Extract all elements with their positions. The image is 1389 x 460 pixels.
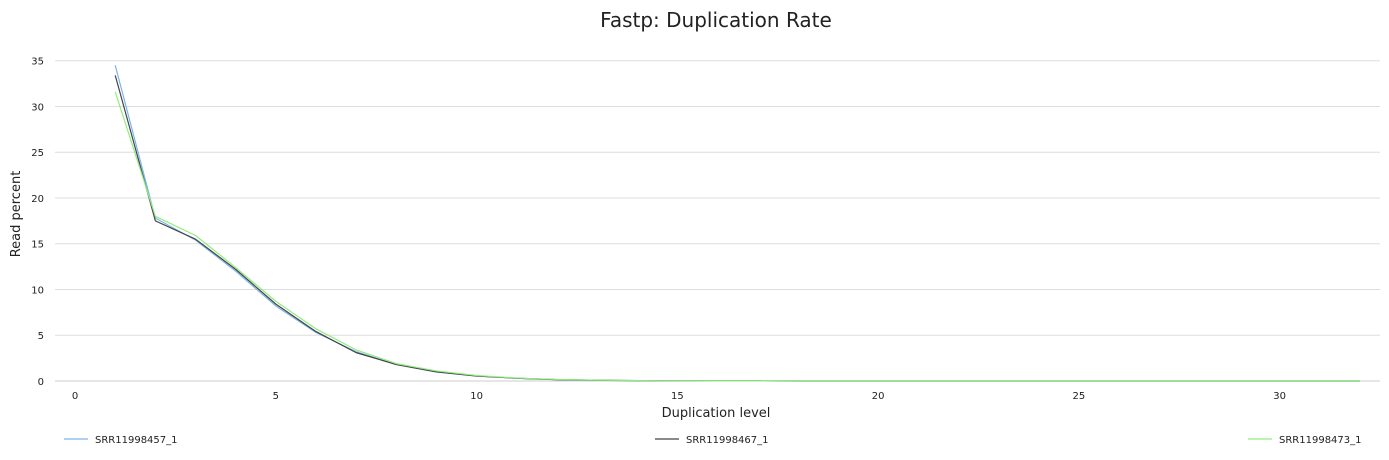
y-tick-label: 25: [31, 148, 44, 159]
legend-label: SRR11998457_1: [95, 435, 178, 446]
y-axis-ticks: 0 5 10 15 20 25 30 35: [31, 57, 44, 388]
grid-lines: [55, 60, 1380, 336]
y-tick-label: 35: [31, 57, 44, 68]
y-axis-label: Read percent: [9, 171, 24, 258]
y-tick-label: 0: [38, 377, 44, 388]
legend-item[interactable]: SRR11998473_1: [1248, 435, 1362, 446]
series-lines: [114, 65, 1360, 382]
x-tick-label: 30: [1273, 391, 1286, 402]
x-tick-label: 5: [273, 391, 279, 402]
y-tick-label: 30: [31, 102, 44, 113]
y-tick-label: 20: [31, 194, 44, 205]
x-tick-label: 20: [872, 391, 885, 402]
x-axis-label: Duplication level: [662, 406, 771, 421]
legend-label: SRR11998467_1: [686, 435, 769, 446]
x-tick-label: 10: [470, 391, 483, 402]
x-tick-label: 15: [671, 391, 684, 402]
x-tick-label: 25: [1072, 391, 1085, 402]
legend-label: SRR11998473_1: [1279, 435, 1362, 446]
legend: SRR11998457_1 SRR11998467_1 SRR11998473_1: [64, 435, 1362, 446]
chart-title: Fastp: Duplication Rate: [600, 8, 832, 32]
series-line-SRR11998457_1: [114, 65, 1360, 382]
x-tick-label: 0: [72, 391, 78, 402]
legend-item[interactable]: SRR11998467_1: [655, 435, 769, 446]
y-tick-label: 15: [31, 240, 44, 251]
y-tick-label: 5: [38, 331, 44, 342]
series-line-SRR11998473_1: [114, 91, 1360, 382]
x-axis-ticks: 0 5 10 15 20 25 30: [72, 391, 1286, 402]
y-tick-label: 10: [31, 285, 44, 296]
legend-item[interactable]: SRR11998457_1: [64, 435, 178, 446]
